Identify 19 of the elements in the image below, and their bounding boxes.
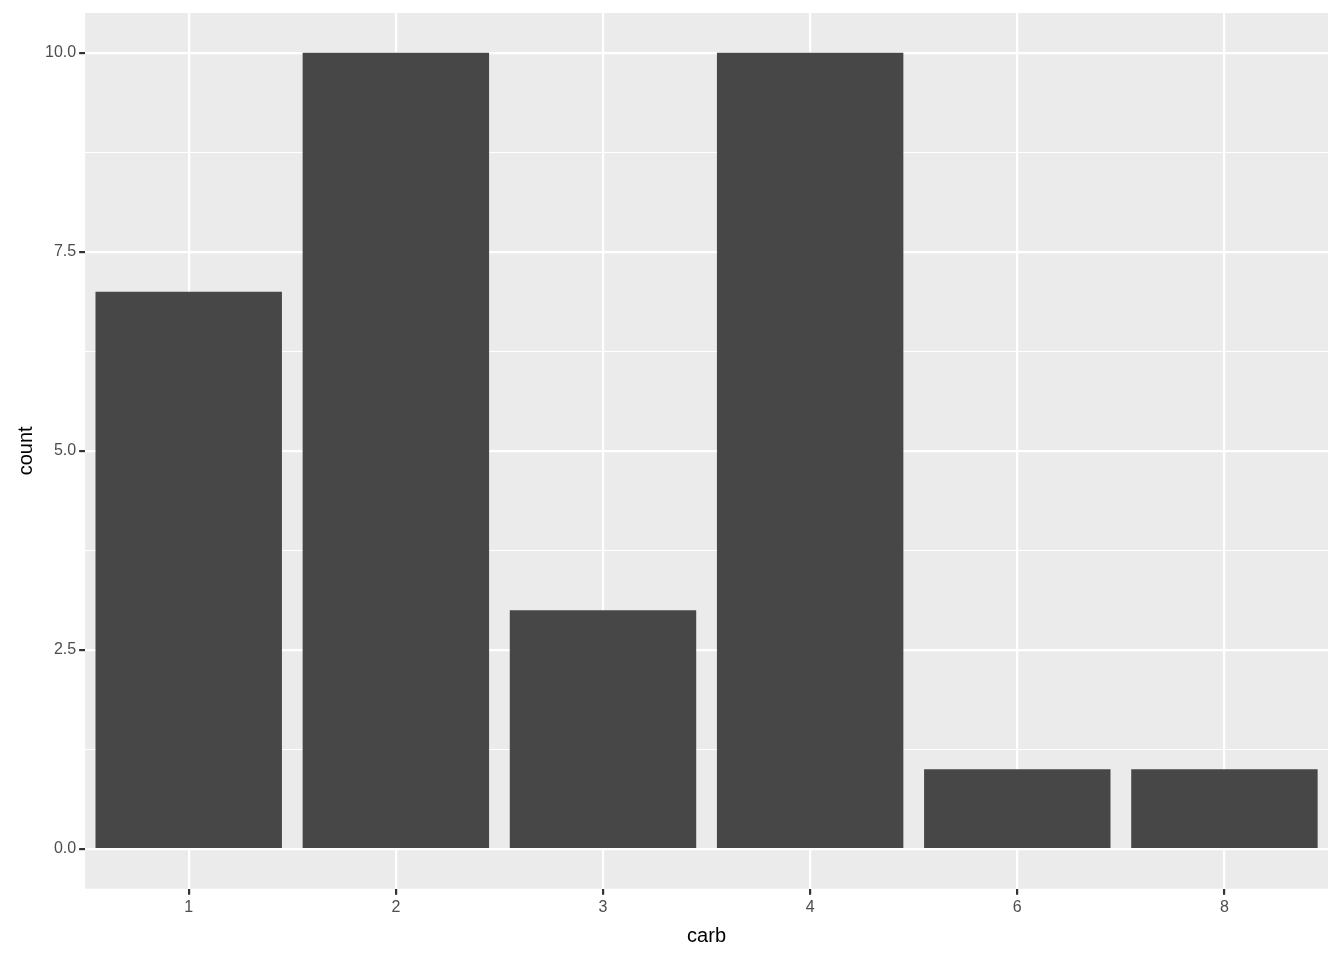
bar bbox=[1131, 769, 1318, 848]
bar bbox=[716, 52, 904, 848]
y-tick-label: 7.5 bbox=[53, 242, 77, 260]
bar bbox=[509, 610, 697, 848]
bar bbox=[95, 291, 282, 848]
x-axis-title: carb bbox=[687, 923, 727, 946]
y-axis-title: count bbox=[13, 426, 36, 476]
x-tick-label: 6 bbox=[1012, 897, 1022, 915]
x-tick-label: 4 bbox=[805, 897, 815, 915]
y-tick-label: 2.5 bbox=[53, 640, 77, 658]
y-tick-label: 10.0 bbox=[45, 43, 77, 61]
x-tick-label: 8 bbox=[1219, 897, 1229, 915]
x-tick-label: 2 bbox=[391, 897, 401, 915]
x-tick-label: 1 bbox=[184, 897, 194, 915]
x-tick-label: 3 bbox=[598, 897, 608, 915]
y-tick-label: 0.0 bbox=[53, 839, 77, 857]
y-tick-label: 5.0 bbox=[53, 441, 77, 459]
bar bbox=[924, 769, 1111, 848]
bar bbox=[302, 52, 490, 848]
